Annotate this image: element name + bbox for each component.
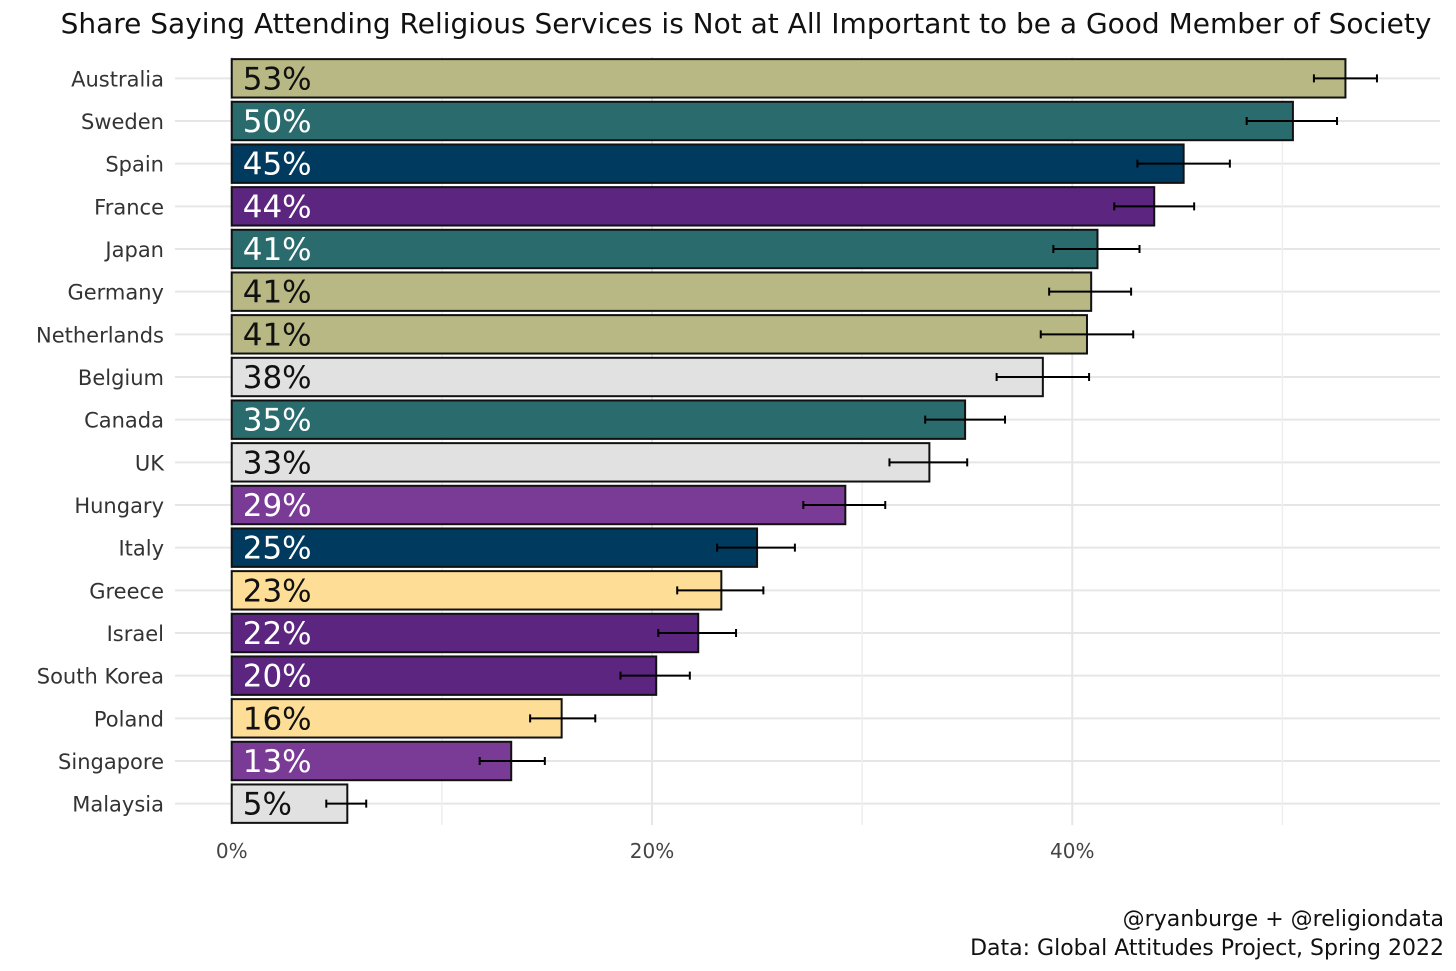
bar (230, 143, 1185, 184)
data-label: 41% (243, 275, 312, 311)
bar (230, 58, 1347, 99)
y-tick-label: Greece (89, 579, 164, 603)
bar (230, 356, 1044, 398)
y-tick-label: Hungary (74, 494, 164, 518)
y-tick-label: Malaysia (72, 793, 164, 817)
data-label: 22% (243, 616, 312, 652)
x-tick-label: 40% (1050, 839, 1094, 863)
data-label: 38% (243, 360, 312, 396)
bar (230, 740, 513, 782)
error-bar (1245, 117, 1339, 125)
y-tick-label: Spain (105, 153, 164, 177)
y-tick-label: UK (135, 451, 165, 475)
y-tick-label: Singapore (58, 750, 164, 774)
error-bar (716, 543, 796, 552)
data-label: 5% (243, 787, 292, 823)
y-tick-label: France (94, 195, 164, 219)
bar (230, 527, 759, 568)
data-label: 25% (243, 531, 312, 567)
data-label: 50% (243, 104, 312, 140)
y-tick-label: Australia (71, 67, 164, 91)
y-tick-label: Belgium (78, 366, 164, 390)
error-bar (1113, 202, 1196, 211)
data-label: 16% (243, 701, 312, 737)
error-bar (924, 415, 1007, 424)
y-tick-label: Germany (67, 281, 164, 305)
y-tick-label: Israel (107, 622, 164, 646)
y-tick-label: Italy (118, 537, 164, 561)
caption-source: Data: Global Attitudes Project, Spring 2… (970, 936, 1444, 961)
data-label: 41% (243, 317, 312, 353)
bar (230, 100, 1294, 142)
y-tick-label: Sweden (81, 110, 164, 134)
error-bar (888, 458, 969, 467)
bar (230, 399, 967, 440)
data-label: 20% (243, 659, 312, 695)
caption: @ryanburge + @religiondata Data: Global … (970, 907, 1444, 961)
y-tick-label: South Korea (37, 665, 164, 689)
bar (230, 228, 1099, 270)
data-label: 23% (243, 573, 312, 609)
bar (230, 655, 658, 696)
error-bar (529, 714, 597, 723)
bar (230, 612, 700, 654)
error-bar (619, 671, 691, 680)
caption-credit: @ryanburge + @religiondata (1123, 907, 1444, 932)
data-label: 53% (243, 61, 312, 97)
data-label: 44% (243, 189, 312, 225)
bar (230, 484, 847, 526)
error-bar (325, 799, 368, 808)
bar (230, 314, 1088, 355)
error-bar (1136, 159, 1231, 168)
y-tick-label: Poland (94, 707, 164, 731)
data-label: 45% (243, 147, 312, 183)
x-axis: 0% 20% 40% (216, 839, 1095, 863)
y-tick-label: Japan (103, 238, 164, 262)
error-bar (478, 757, 546, 765)
y-tick-label: Netherlands (36, 323, 164, 347)
data-label: 13% (243, 744, 312, 780)
bar (230, 442, 931, 483)
data-label: 33% (243, 445, 312, 481)
x-tick-label: 0% (216, 839, 248, 863)
error-bar (676, 586, 765, 595)
error-bar (1048, 287, 1133, 296)
bar (230, 570, 723, 611)
error-bar (995, 373, 1091, 381)
y-tick-label: Canada (84, 409, 164, 433)
error-bar (1312, 74, 1378, 83)
x-tick-label: 20% (630, 839, 674, 863)
data-label: 29% (243, 488, 312, 524)
error-bar (1052, 245, 1141, 253)
chart-title: Share Saying Attending Religious Service… (61, 7, 1432, 40)
bar (230, 186, 1156, 227)
bars: Australia 53% Sweden 50% Spain 45% France 44% Ja… (36, 58, 1378, 824)
error-bar (802, 501, 887, 509)
error-bar (1039, 330, 1135, 339)
data-label: 41% (243, 232, 312, 268)
data-label: 35% (243, 403, 312, 439)
bar (230, 271, 1093, 312)
error-bar (657, 629, 738, 637)
